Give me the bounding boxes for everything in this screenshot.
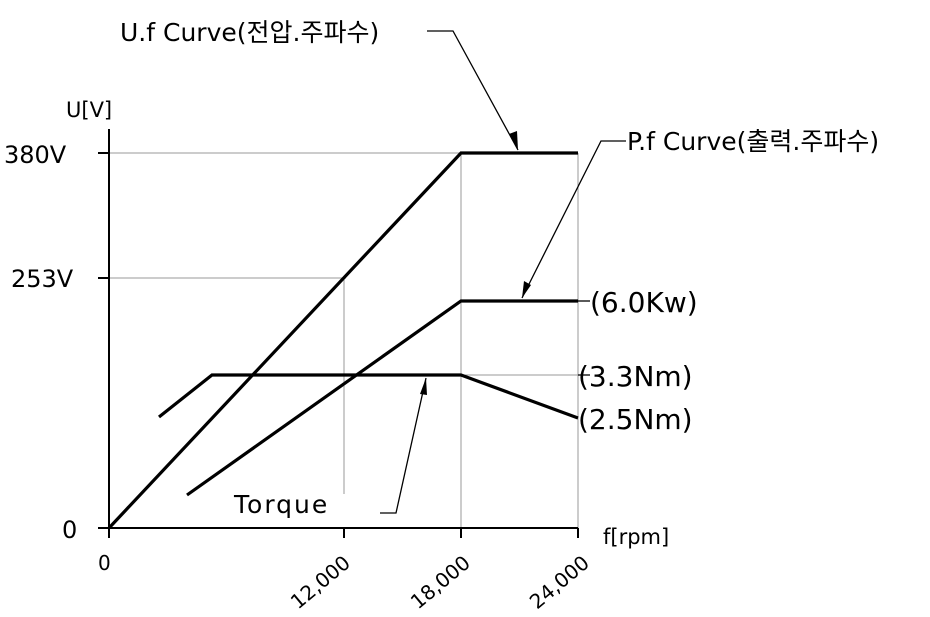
x-tick-label-18000: 18,000 [406,550,475,613]
curves [107,151,579,530]
y-tick-label-380v: 380V [4,141,67,169]
power-value-label: (6.0Kw) [590,286,698,319]
torque-label: Torque [233,490,329,519]
uf-leader-line [427,30,519,151]
x-axis-title: f[rpm] [603,525,669,549]
y-axis-title: U[V] [66,98,112,122]
x-tick-label-24000: 24,000 [525,550,594,613]
pf-curve-label: P.f Curve(출력.주파수) [627,127,879,156]
torque-end-label: (2.5Nm) [578,403,693,436]
y-tick-label-253v: 253V [11,265,74,293]
pf-curve-line [186,299,578,497]
pf-leader-line [521,140,626,299]
y-tick-label-0: 0 [62,516,77,544]
axes [98,129,579,538]
torque-curve-line [158,373,579,420]
reference-lines [109,152,579,528]
uf-curve-label: U.f Curve(전압.주파수) [120,18,379,47]
pf-leader-arrowhead [522,281,531,298]
torque-max-label: (3.3Nm) [578,360,693,393]
x-tick-label-0: 0 [98,551,111,575]
x-tick-label-12000: 12,000 [286,550,355,613]
leaders [380,30,626,514]
uf-leader-arrowhead [509,131,518,150]
torque-leader-arrowhead [420,378,427,395]
uf-curve-line [107,151,578,530]
torque-leader-line [380,377,427,514]
